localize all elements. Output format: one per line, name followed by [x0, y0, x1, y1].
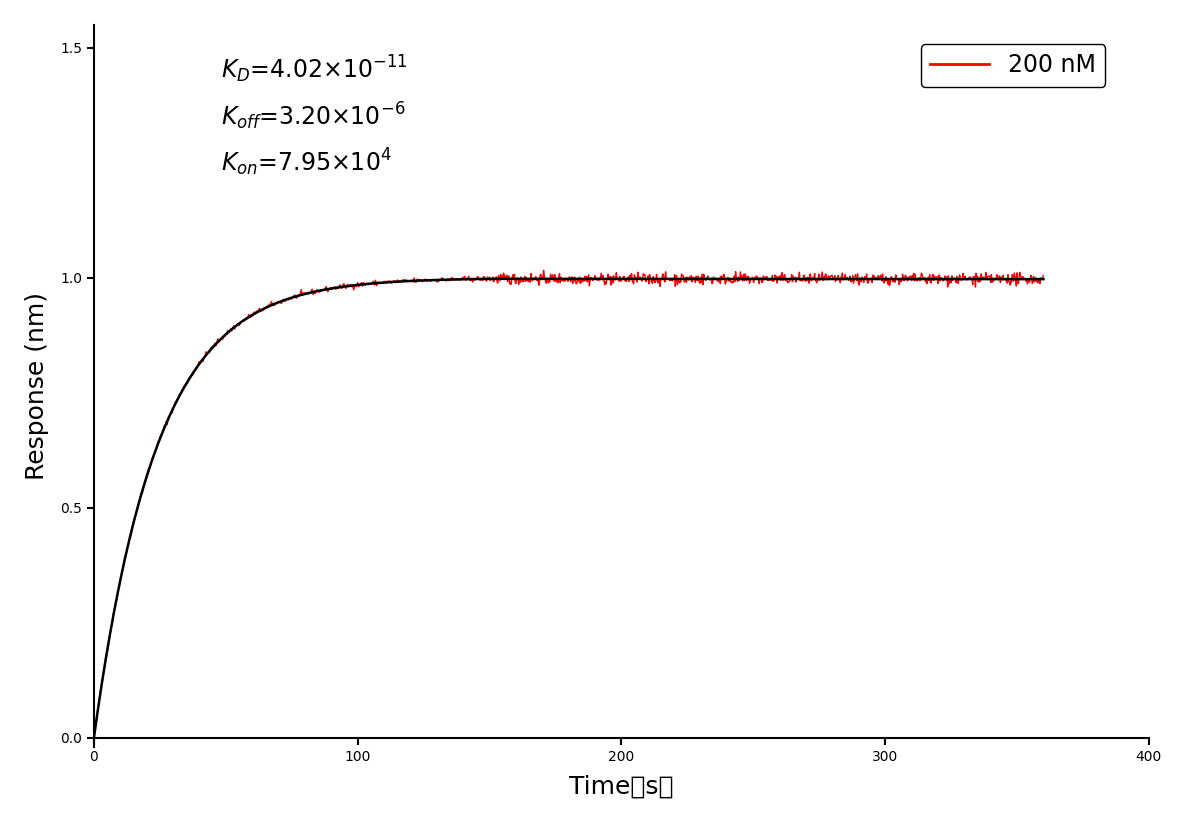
- Legend: 200 nM: 200 nM: [921, 44, 1105, 87]
- Y-axis label: Response (nm): Response (nm): [25, 292, 49, 480]
- X-axis label: Time（s）: Time（s）: [569, 775, 674, 799]
- Text: $K_D$=4.02×10$^{-11}$
$K_{off}$=3.20×10$^{-6}$
$K_{on}$=7.95×10$^{4}$: $K_D$=4.02×10$^{-11}$ $K_{off}$=3.20×10$…: [221, 54, 407, 178]
